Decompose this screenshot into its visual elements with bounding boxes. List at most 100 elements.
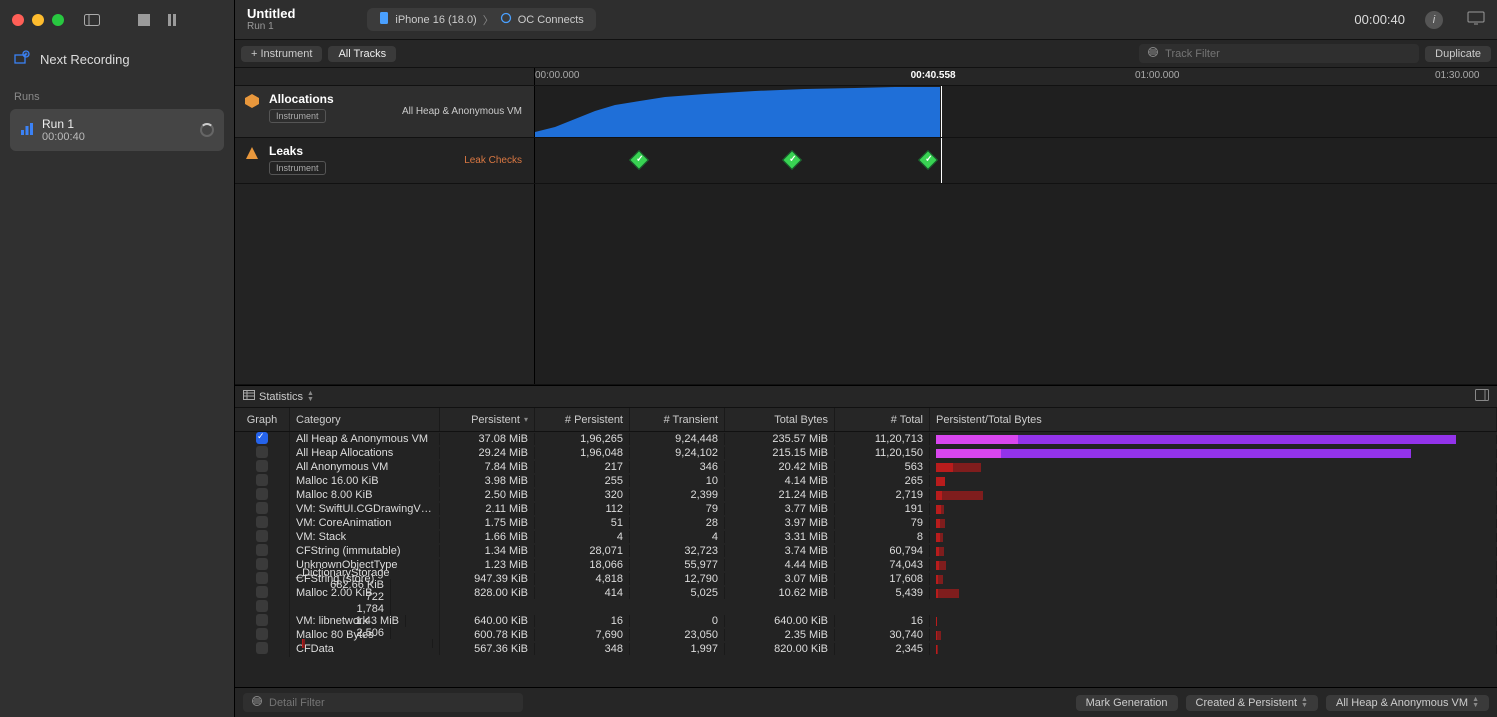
zoom-window-button[interactable]	[52, 14, 64, 26]
graph-checkbox[interactable]	[256, 530, 268, 542]
track-filter-input[interactable]	[1165, 48, 1411, 60]
col-num-total[interactable]: # Total	[835, 408, 930, 431]
track-lane[interactable]	[535, 86, 1497, 137]
cell-total-bytes: 2.35 MiB	[725, 629, 835, 641]
graph-checkbox[interactable]	[256, 516, 268, 528]
run-row[interactable]: Run 1 00:00:40	[10, 109, 224, 151]
table-row[interactable]: All Anonymous VM7.84 MiB21734620.42 MiB5…	[235, 460, 1497, 474]
graph-checkbox[interactable]	[256, 432, 268, 444]
graph-checkbox[interactable]	[256, 558, 268, 570]
table-row[interactable]: All Heap & Anonymous VM37.08 MiB1,96,265…	[235, 432, 1497, 446]
cell-persistent: 640.00 KiB	[440, 615, 535, 627]
leaks-icon	[243, 144, 261, 162]
add-instrument-button[interactable]: + Instrument	[241, 46, 322, 62]
duplicate-button[interactable]: Duplicate	[1425, 46, 1491, 62]
col-num-persistent[interactable]: # Persistent	[535, 408, 630, 431]
close-window-button[interactable]	[12, 14, 24, 26]
cell-bar	[930, 463, 1497, 472]
graph-checkbox[interactable]	[256, 460, 268, 472]
chevron-right-icon: 〉	[483, 12, 494, 28]
graph-checkbox[interactable]	[256, 642, 268, 654]
cell-persistent: 3.98 MiB	[440, 475, 535, 487]
inspector-toggle-button[interactable]	[1475, 389, 1489, 404]
col-graph[interactable]: Graph	[235, 408, 290, 431]
cell-category: All Heap Allocations	[290, 447, 440, 459]
cell-category: All Anonymous VM	[290, 461, 440, 473]
table-row[interactable]: Malloc 8.00 KiB2.50 MiB3202,39921.24 MiB…	[235, 488, 1497, 502]
info-button[interactable]: i	[1425, 11, 1443, 29]
graph-checkbox[interactable]	[256, 502, 268, 514]
table-row[interactable]: VM: Stack1.66 MiB443.31 MiB8	[235, 530, 1497, 544]
playhead-line	[941, 138, 942, 183]
graph-checkbox[interactable]	[256, 474, 268, 486]
cell-persistent: 2.11 MiB	[440, 503, 535, 515]
cell-category: CFString (immutable)	[290, 545, 440, 557]
cell-num-total: 60,794	[835, 545, 930, 557]
table-row[interactable]: All Heap Allocations29.24 MiB1,96,0489,2…	[235, 446, 1497, 460]
cell-num-persistent: 722	[296, 591, 391, 603]
cell-bar	[930, 561, 1497, 570]
display-mode-button[interactable]	[1467, 11, 1485, 28]
mark-generation-button[interactable]: Mark Generation	[1076, 695, 1178, 711]
col-bar[interactable]: Persistent/Total Bytes	[930, 408, 1497, 431]
table-row[interactable]: VM: SwiftUI.CGDrawingV…2.11 MiB112793.77…	[235, 502, 1497, 516]
cell-persistent: 1.66 MiB	[440, 531, 535, 543]
detail-view-selector[interactable]: Statistics ▲▼	[243, 390, 314, 403]
cell-persistent: 2.50 MiB	[440, 489, 535, 501]
graph-checkbox[interactable]	[256, 544, 268, 556]
cell-num-total: 79	[835, 517, 930, 529]
cell-num-persistent: 1,96,265	[535, 433, 630, 445]
cell-num-total: 2,719	[835, 489, 930, 501]
table-row[interactable]: VM: CoreAnimation1.75 MiB51283.97 MiB79	[235, 516, 1497, 530]
allocation-scope-selector[interactable]: All Heap & Anonymous VM ▲▼	[1326, 695, 1489, 711]
track-row[interactable]: AllocationsInstrumentAll Heap & Anonymou…	[235, 86, 1497, 138]
cell-num-transient: 23,050	[630, 629, 725, 641]
detail-filter[interactable]	[243, 693, 523, 712]
detail-filter-input[interactable]	[269, 697, 515, 709]
graph-checkbox[interactable]	[256, 614, 268, 626]
run-title: Run 1	[42, 117, 192, 131]
graph-checkbox[interactable]	[256, 446, 268, 458]
table-row[interactable]: CFString (immutable)1.34 MiB28,07132,723…	[235, 544, 1497, 558]
col-persistent[interactable]: Persistent▾	[440, 408, 535, 431]
created-persistent-selector[interactable]: Created & Persistent ▲▼	[1186, 695, 1318, 711]
cell-total-bytes: 235.57 MiB	[725, 433, 835, 445]
graph-checkbox[interactable]	[256, 572, 268, 584]
graph-checkbox[interactable]	[256, 488, 268, 500]
minimize-window-button[interactable]	[32, 14, 44, 26]
next-recording-button[interactable]: Next Recording	[0, 40, 234, 79]
instrument-badge: Instrument	[269, 161, 326, 175]
stop-record-button[interactable]	[134, 10, 154, 30]
cell-num-transient: 0	[630, 615, 725, 627]
all-tracks-button[interactable]: All Tracks	[328, 46, 396, 62]
cell-num-persistent: 414	[535, 587, 630, 599]
table-row[interactable]: Malloc 16.00 KiB3.98 MiB255104.14 MiB265	[235, 474, 1497, 488]
playhead-label: 00:40.558	[911, 70, 956, 81]
cell-total-bytes: 21.24 MiB	[725, 489, 835, 501]
cell-num-transient: 79	[630, 503, 725, 515]
track-lane[interactable]	[535, 138, 1497, 183]
col-category[interactable]: Category	[290, 408, 440, 431]
device-phone-icon	[379, 11, 389, 28]
table-row[interactable]: _DictionaryStorage682.66 KiB7221,7841.43…	[235, 600, 1497, 614]
table-row[interactable]: VM: libnetwork640.00 KiB160640.00 KiB16	[235, 614, 1497, 628]
detail-header: Statistics ▲▼	[235, 386, 1497, 408]
col-total-bytes[interactable]: Total Bytes	[725, 408, 835, 431]
col-num-transient[interactable]: # Transient	[630, 408, 725, 431]
track-row[interactable]: LeaksInstrumentLeak Checks	[235, 138, 1497, 184]
cell-bar	[930, 477, 1497, 486]
cell-bar	[930, 547, 1497, 556]
target-selector[interactable]: iPhone 16 (18.0) 〉 OC Connects	[367, 8, 595, 31]
time-ruler[interactable]: 00:00.00001:00.00001:30.00000:40.558	[535, 68, 1497, 85]
graph-checkbox[interactable]	[256, 600, 268, 612]
graph-checkbox[interactable]	[256, 628, 268, 640]
cell-persistent: 567.36 KiB	[440, 643, 535, 655]
sidebar-toggle-icon[interactable]	[82, 10, 102, 30]
instrument-badge: Instrument	[269, 109, 326, 123]
graph-checkbox[interactable]	[256, 586, 268, 598]
cell-num-total: 8	[835, 531, 930, 543]
track-filter[interactable]	[1139, 44, 1419, 63]
cell-bar	[930, 449, 1497, 458]
elapsed-time: 00:00:40	[1354, 12, 1405, 27]
pause-record-button[interactable]	[162, 10, 182, 30]
